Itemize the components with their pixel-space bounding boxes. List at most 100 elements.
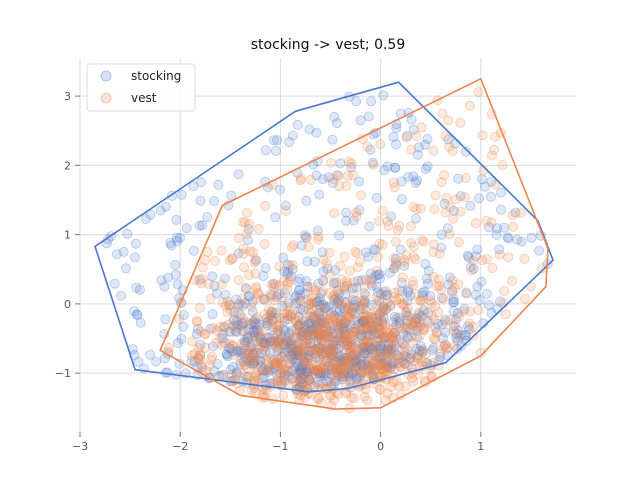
- scatter-point: [338, 371, 349, 382]
- scatter-point: [472, 244, 483, 255]
- scatter-point: [381, 304, 392, 315]
- scatter-point: [159, 281, 170, 292]
- scatter-point: [286, 357, 297, 368]
- scatter-point: [488, 144, 499, 155]
- scatter-point: [405, 352, 416, 363]
- scatter-point: [354, 366, 365, 377]
- scatter-point: [494, 249, 505, 260]
- scatter-point: [346, 368, 357, 379]
- scatter-point: [338, 326, 349, 337]
- scatter-point: [305, 359, 316, 370]
- scatter-point: [453, 237, 464, 248]
- scatter-point: [375, 384, 386, 395]
- scatter-point: [322, 326, 333, 337]
- scatter-point: [280, 365, 291, 376]
- scatter-point: [296, 342, 307, 353]
- scatter-point: [359, 288, 370, 299]
- scatter-point: [269, 295, 280, 306]
- scatter-point: [294, 293, 305, 304]
- scatter-point: [408, 124, 419, 135]
- scatter-point: [406, 319, 417, 330]
- scatter-point: [279, 288, 290, 299]
- scatter-point: [429, 204, 440, 215]
- scatter-point: [337, 325, 348, 336]
- scatter-point: [335, 367, 346, 378]
- scatter-point: [323, 318, 334, 329]
- scatter-point: [326, 157, 337, 168]
- scatter-point: [241, 362, 252, 373]
- scatter-point: [255, 334, 266, 345]
- scatter-point: [287, 260, 298, 271]
- scatter-point: [293, 285, 304, 296]
- scatter-point: [491, 223, 502, 234]
- scatter-point: [304, 324, 315, 335]
- scatter-point: [388, 131, 399, 142]
- scatter-point: [286, 242, 297, 253]
- scatter-point: [359, 338, 370, 349]
- scatter-point: [354, 332, 365, 343]
- scatter-point: [174, 232, 185, 243]
- scatter-point: [330, 368, 341, 379]
- scatter-point: [332, 363, 343, 374]
- scatter-point: [343, 367, 354, 378]
- scatter-point: [238, 243, 249, 254]
- scatter-point: [243, 371, 254, 382]
- scatter-point: [399, 358, 410, 369]
- scatter-point: [415, 203, 426, 214]
- scatter-point: [414, 321, 425, 332]
- scatter-point: [155, 205, 166, 216]
- scatter-point: [342, 302, 353, 313]
- scatter-point: [229, 307, 240, 318]
- scatter-point: [382, 216, 393, 227]
- scatter-point: [410, 177, 421, 188]
- scatter-point: [292, 332, 303, 343]
- scatter-point: [340, 297, 351, 308]
- scatter-point: [426, 298, 437, 309]
- scatter-point: [287, 344, 298, 355]
- scatter-point: [383, 345, 394, 356]
- scatter-point: [358, 297, 369, 308]
- scatter-point: [306, 292, 317, 303]
- scatter-point: [381, 330, 392, 341]
- scatter-point: [354, 304, 365, 315]
- scatter-point: [433, 274, 444, 285]
- scatter-point: [313, 354, 324, 365]
- scatter-point: [233, 300, 244, 311]
- scatter-point: [341, 340, 352, 351]
- scatter-point: [356, 325, 367, 336]
- scatter-point: [341, 207, 352, 218]
- scatter-point: [307, 311, 318, 322]
- scatter-point: [350, 327, 361, 338]
- scatter-point: [135, 317, 146, 328]
- scatter-point: [383, 220, 394, 231]
- scatter-point: [265, 365, 276, 376]
- scatter-point: [300, 360, 311, 371]
- scatter-point: [162, 367, 173, 378]
- scatter-point: [351, 372, 362, 383]
- scatter-point: [322, 344, 333, 355]
- scatter-point: [304, 311, 315, 322]
- scatter-point: [315, 370, 326, 381]
- scatter-point: [343, 304, 354, 315]
- scatter-point: [263, 366, 274, 377]
- scatter-point: [329, 351, 340, 362]
- scatter-point: [328, 357, 339, 368]
- scatter-point: [275, 330, 286, 341]
- scatter-point: [465, 261, 476, 272]
- scatter-point: [248, 348, 259, 359]
- scatter-point: [340, 336, 351, 347]
- scatter-point: [251, 318, 262, 329]
- scatter-point: [355, 190, 366, 201]
- scatter-point: [413, 308, 424, 319]
- scatter-point: [461, 335, 472, 346]
- scatter-point: [129, 306, 140, 317]
- scatter-point: [319, 351, 330, 362]
- scatter-point: [373, 322, 384, 333]
- scatter-point: [133, 356, 144, 367]
- scatter-point: [258, 337, 269, 348]
- scatter-point: [265, 353, 276, 364]
- scatter-point: [268, 339, 279, 350]
- scatter-point: [253, 344, 264, 355]
- scatter-point: [375, 333, 386, 344]
- scatter-point: [309, 311, 320, 322]
